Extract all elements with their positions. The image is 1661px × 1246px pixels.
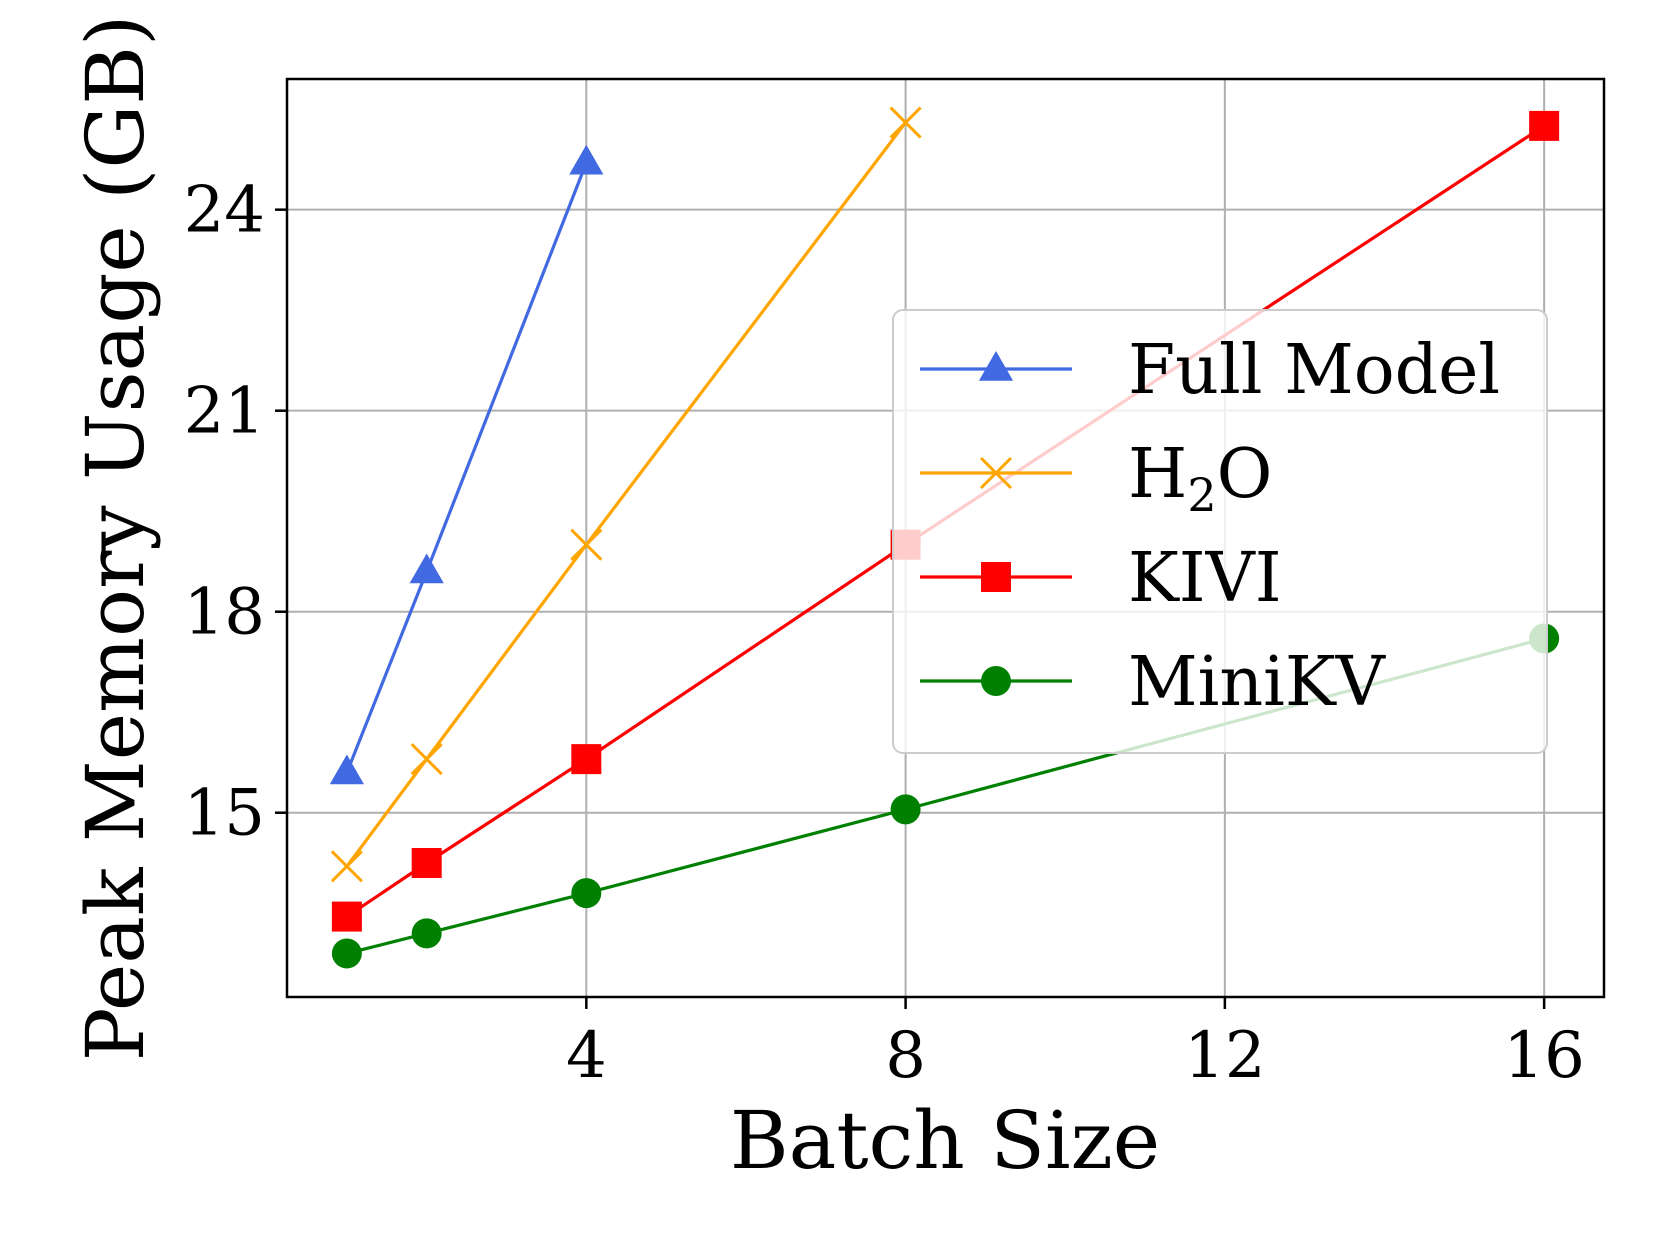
data-point-h2o-2-stroke-b xyxy=(410,743,443,776)
data-point-full-model-4 xyxy=(569,144,604,175)
plot-frame xyxy=(285,77,1606,999)
y-tick-label-24: 24 xyxy=(184,174,265,248)
legend-box xyxy=(892,309,1548,754)
data-point-minikv-8 xyxy=(890,794,921,825)
legend-label-main: MiniKV xyxy=(1128,643,1387,722)
series-line-h2o xyxy=(345,121,907,868)
series-full-model xyxy=(329,144,604,785)
legend-label-minikv: MiniKV xyxy=(1128,643,1387,722)
legend-marker-minikv xyxy=(981,666,1011,696)
ticks: 4 8 12 16 15 18 21 24 xyxy=(184,174,1585,1093)
data-point-full-model-1 xyxy=(329,754,364,785)
x-axis-label: Batch Size xyxy=(730,1094,1160,1187)
legend-marker-h2o-stroke-b xyxy=(979,456,1013,490)
legend-label-subscript: 2 xyxy=(1187,468,1216,522)
data-point-h2o-8 xyxy=(889,106,922,139)
data-point-kivi-4 xyxy=(571,744,602,775)
legend-label-main: Full Model xyxy=(1128,331,1500,410)
data-point-minikv-4 xyxy=(571,878,602,909)
legend-marker-full-model xyxy=(978,351,1014,381)
y-tick-label-18: 18 xyxy=(184,576,265,650)
y-axis-label: Peak Memory Usage (GB) xyxy=(69,15,162,1062)
legend-item-kivi: KIVI xyxy=(920,539,1282,618)
data-point-full-model-2 xyxy=(409,553,444,584)
legend-marker-kivi xyxy=(981,562,1011,592)
data-point-minikv-2 xyxy=(411,918,442,949)
data-point-kivi-16 xyxy=(1529,110,1560,141)
y-tick-label-21: 21 xyxy=(184,375,265,449)
data-point-kivi-2 xyxy=(411,847,442,878)
data-point-h2o-1 xyxy=(330,850,363,883)
legend: Full Model H2O KIVI MiniKV xyxy=(892,309,1548,754)
legend-item-full-model: Full Model xyxy=(920,331,1500,410)
data-point-h2o-4-stroke-b xyxy=(570,528,603,561)
legend-label-full-model: Full Model xyxy=(1128,331,1500,410)
data-point-minikv-1 xyxy=(331,938,362,969)
y-tick-label-15: 15 xyxy=(184,777,265,851)
series-h2o xyxy=(330,106,922,883)
legend-label-h2o: H2O xyxy=(1128,435,1272,522)
legend-label-main: KIVI xyxy=(1128,539,1282,618)
series-line-full-model xyxy=(345,162,588,774)
legend-item-minikv: MiniKV xyxy=(920,643,1387,722)
x-tick-label-12: 12 xyxy=(1184,1019,1265,1093)
data-point-h2o-4 xyxy=(570,528,603,561)
data-point-h2o-8-stroke-b xyxy=(889,106,922,139)
legend-label-kivi: KIVI xyxy=(1128,539,1282,618)
x-tick-label-16: 16 xyxy=(1503,1019,1584,1093)
x-tick-label-8: 8 xyxy=(885,1019,926,1093)
data-point-kivi-1 xyxy=(331,901,362,932)
data-point-h2o-2 xyxy=(410,743,443,776)
data-point-h2o-1-stroke-b xyxy=(330,850,363,883)
legend-label-tail: O xyxy=(1217,435,1273,514)
legend-marker-h2o xyxy=(979,456,1013,490)
legend-item-h2o: H2O xyxy=(920,435,1272,522)
legend-label-main: H xyxy=(1128,435,1187,514)
x-tick-label-4: 4 xyxy=(566,1019,607,1093)
